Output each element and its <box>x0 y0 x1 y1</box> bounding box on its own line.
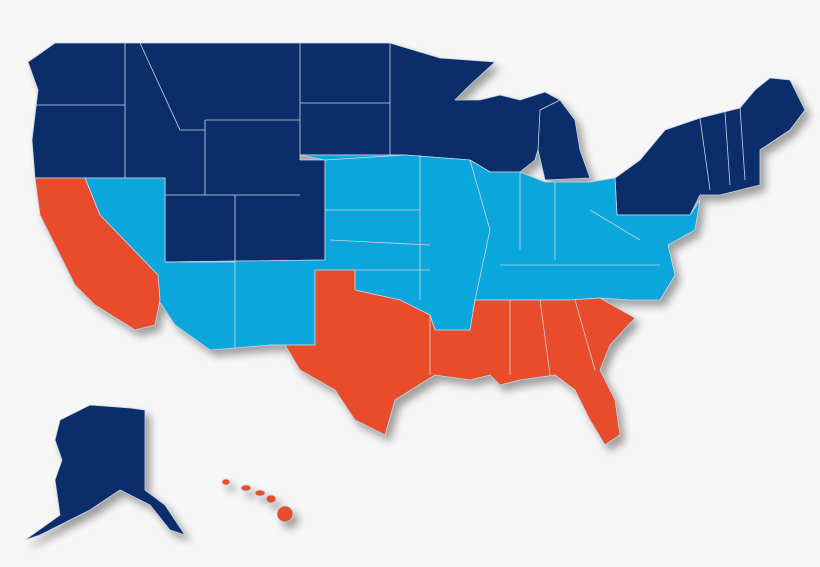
northeast-region <box>614 77 806 216</box>
map-shapes <box>24 42 806 541</box>
state-borders <box>35 42 746 376</box>
alaska <box>24 404 186 541</box>
hawaii-island <box>276 505 294 523</box>
michigan <box>537 99 591 181</box>
hawaii-island <box>254 489 266 497</box>
middle-region <box>84 154 701 351</box>
southern-region <box>269 269 636 446</box>
hawaii-island <box>265 494 277 504</box>
hawaii-island <box>240 484 252 492</box>
state-border <box>35 42 746 376</box>
hawaii-island <box>221 478 231 486</box>
